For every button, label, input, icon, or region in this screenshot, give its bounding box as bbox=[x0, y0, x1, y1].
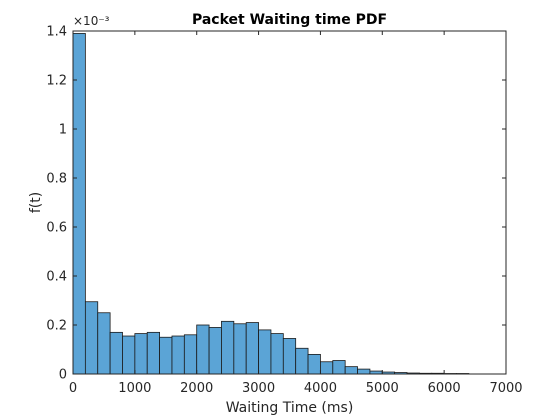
histogram-bar bbox=[72, 33, 86, 375]
y-tick-label: 1.2 bbox=[46, 74, 67, 89]
histogram-bar bbox=[171, 335, 185, 375]
y-axis-ticks: 0 0.2 0.4 0.6 0.8 1 1.2 1.4 bbox=[46, 25, 506, 383]
x-tick-label: 0 bbox=[69, 381, 77, 396]
histogram-bars bbox=[72, 33, 470, 375]
histogram-bar bbox=[196, 324, 210, 375]
histogram-bar bbox=[159, 336, 173, 375]
histogram-bar bbox=[282, 338, 297, 375]
histogram-bar bbox=[357, 368, 371, 375]
x-tick-label: 1000 bbox=[118, 381, 151, 396]
y-tick-label: 0.8 bbox=[46, 172, 67, 187]
y-tick-label: 0 bbox=[59, 368, 67, 383]
x-axis-label: Waiting Time (ms) bbox=[226, 400, 354, 416]
histogram-bar bbox=[146, 331, 161, 375]
axes-box bbox=[72, 30, 507, 375]
histogram-bar bbox=[84, 301, 99, 375]
x-tick-label: 4000 bbox=[304, 381, 337, 396]
histogram-bar bbox=[134, 333, 148, 375]
histogram-bar bbox=[270, 333, 284, 375]
histogram-bar bbox=[183, 334, 198, 375]
histogram-bar bbox=[221, 320, 235, 375]
x-axis-ticks: 0 1000 2000 3000 4000 5000 6000 7000 bbox=[69, 31, 523, 396]
histogram-bar bbox=[295, 347, 309, 375]
x-tick-label: 7000 bbox=[489, 381, 522, 396]
histogram-bar bbox=[320, 361, 334, 375]
y-axis-exponent-label: ×10⁻³ bbox=[73, 14, 110, 28]
x-tick-label: 3000 bbox=[242, 381, 275, 396]
histogram-bar bbox=[97, 312, 111, 375]
chart-title: Packet Waiting time PDF bbox=[192, 12, 387, 28]
y-tick-label: 0.6 bbox=[46, 221, 67, 236]
histogram-bar bbox=[233, 323, 247, 375]
histogram-bar bbox=[122, 335, 136, 375]
y-tick-label: 1.4 bbox=[46, 25, 67, 40]
y-axis-label: f(t) bbox=[28, 192, 44, 213]
histogram-bar bbox=[332, 360, 346, 375]
histogram-bar bbox=[258, 329, 272, 375]
histogram-bar bbox=[344, 366, 358, 375]
histogram-bar bbox=[208, 327, 222, 375]
y-tick-label: 0.4 bbox=[46, 270, 67, 285]
x-tick-label: 6000 bbox=[428, 381, 461, 396]
x-tick-label: 2000 bbox=[180, 381, 213, 396]
y-tick-label: 1 bbox=[59, 123, 67, 138]
histogram-bar bbox=[109, 331, 123, 375]
y-tick-label: 0.2 bbox=[46, 319, 67, 334]
histogram-bar bbox=[245, 322, 259, 375]
x-tick-label: 5000 bbox=[366, 381, 399, 396]
histogram-bar bbox=[307, 353, 321, 375]
